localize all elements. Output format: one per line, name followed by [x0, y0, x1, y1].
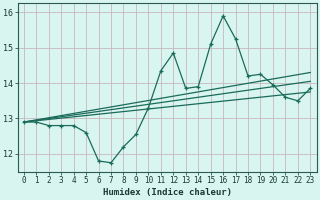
- X-axis label: Humidex (Indice chaleur): Humidex (Indice chaleur): [103, 188, 232, 197]
